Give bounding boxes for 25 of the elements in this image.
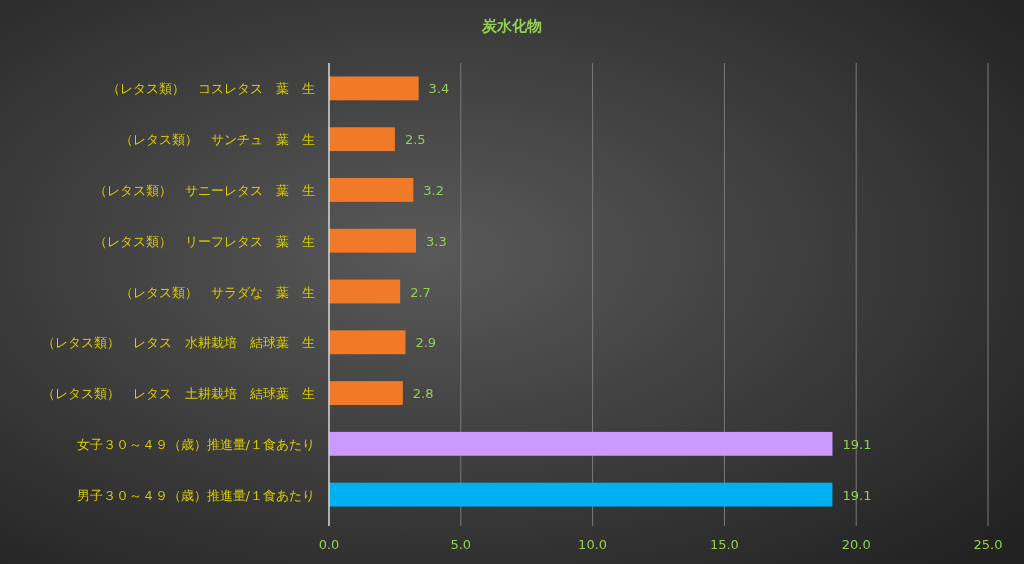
x-tick-label: 20.0 xyxy=(841,537,871,552)
title: 炭水化物 xyxy=(482,17,542,35)
y-tick-label: （レタス類） コスレタス 葉 生 xyxy=(107,81,315,97)
y-tick-label: （レタス類） サンチュ 葉 生 xyxy=(120,132,315,148)
data-label: 19.1 xyxy=(842,487,872,503)
y-tick-label: （レタス類） リーフレタス 葉 生 xyxy=(94,233,315,249)
data-label: 2.5 xyxy=(404,132,426,148)
x-tick-label: 15.0 xyxy=(709,537,739,552)
y-tick-label: 男子３０～４９（歳）推進量/１食あたり xyxy=(76,487,315,503)
y-tick-label: （レタス類） レタス 土耕栽培 結球葉 生 xyxy=(42,386,315,402)
data-label: 2.8 xyxy=(412,386,434,402)
y-tick-label: （レタス類） サラダな 葉 生 xyxy=(120,284,315,300)
data-label: 19.1 xyxy=(842,436,872,452)
x-tick-label: 10.0 xyxy=(578,537,608,552)
data-label: 3.2 xyxy=(423,182,445,198)
x-tick-label: 5.0 xyxy=(450,537,472,552)
x-tick-label: 25.0 xyxy=(973,537,1003,552)
data-label: 3.4 xyxy=(428,81,450,97)
data-label: 2.9 xyxy=(415,335,437,351)
x-tick-label: 0.0 xyxy=(318,537,340,552)
data-label: 3.3 xyxy=(425,233,447,249)
y-tick-label: 女子３０～４９（歳）推進量/１食あたり xyxy=(76,436,315,452)
y-tick-label: （レタス類） レタス 水耕栽培 結球葉 生 xyxy=(42,335,315,351)
data-label: 2.7 xyxy=(410,284,431,300)
y-tick-label: （レタス類） サニーレタス 葉 生 xyxy=(94,182,315,198)
